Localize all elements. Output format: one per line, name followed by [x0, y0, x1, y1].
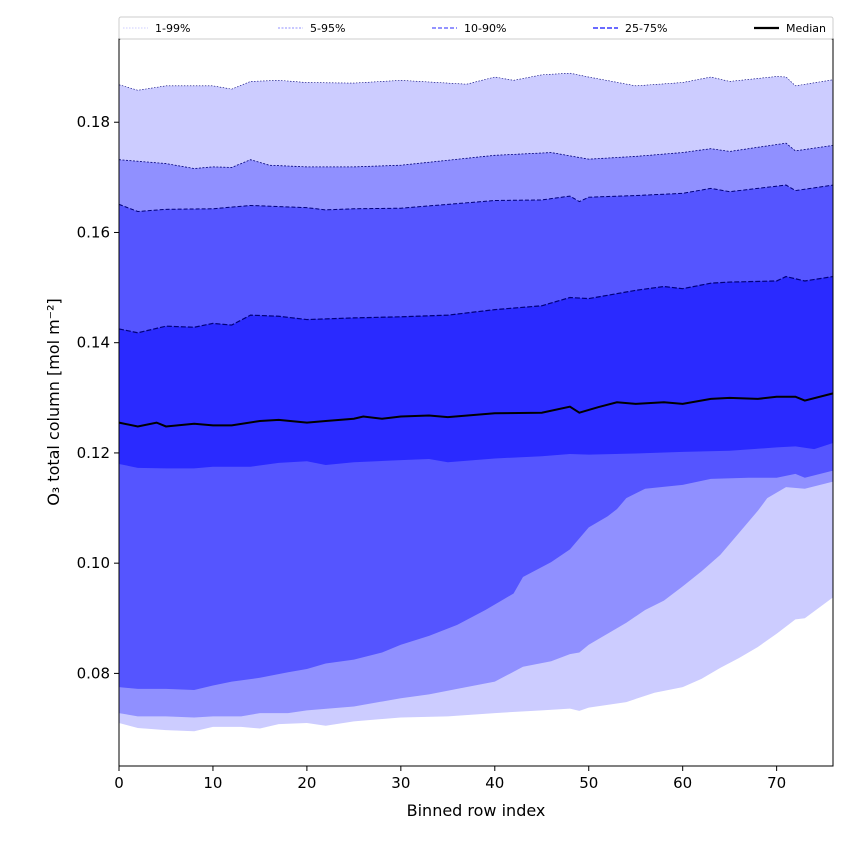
band-25-75pct: [119, 276, 833, 469]
y-axis-label: O₃ total column [mol m⁻²]: [44, 298, 63, 506]
x-tick-label: 50: [579, 774, 598, 792]
legend: 1-99% 5-95% 10-90% 25-75% Median: [118, 16, 834, 40]
x-tick-label: 40: [485, 774, 504, 792]
legend-label: Median: [786, 22, 826, 35]
y-tick-label: 0.16: [77, 223, 110, 241]
y-tick-label: 0.14: [77, 334, 110, 352]
legend-label: 1-99%: [155, 22, 190, 35]
y-tick-label: 0.12: [77, 444, 110, 462]
x-tick-label: 20: [297, 774, 316, 792]
upper-edge-p90: [118, 184, 834, 213]
y-tick-label: 0.08: [77, 664, 110, 682]
y-axis: 0.08 0.10 0.12 0.14 0.16 0.18: [77, 113, 119, 682]
x-axis-label: Binned row index: [407, 801, 546, 820]
x-tick-label: 30: [391, 774, 410, 792]
legend-box: [118, 16, 834, 40]
x-tick-label: 0: [114, 774, 124, 792]
bands-layer: [119, 73, 833, 732]
median-line: [118, 392, 834, 428]
y-tick-label: 0.10: [77, 554, 110, 572]
x-axis: 0 10 20 30 40 50 60 70: [114, 766, 786, 792]
lines-layer: [118, 72, 834, 428]
upper-edge-p95: [118, 142, 834, 169]
upper-edge-p75: [118, 275, 834, 334]
legend-label: 25-75%: [625, 22, 667, 35]
legend-label: 10-90%: [464, 22, 506, 35]
legend-label: 5-95%: [310, 22, 345, 35]
y-tick-label: 0.18: [77, 113, 110, 131]
x-tick-label: 10: [203, 774, 222, 792]
x-tick-label: 60: [673, 774, 692, 792]
x-tick-label: 70: [767, 774, 786, 792]
